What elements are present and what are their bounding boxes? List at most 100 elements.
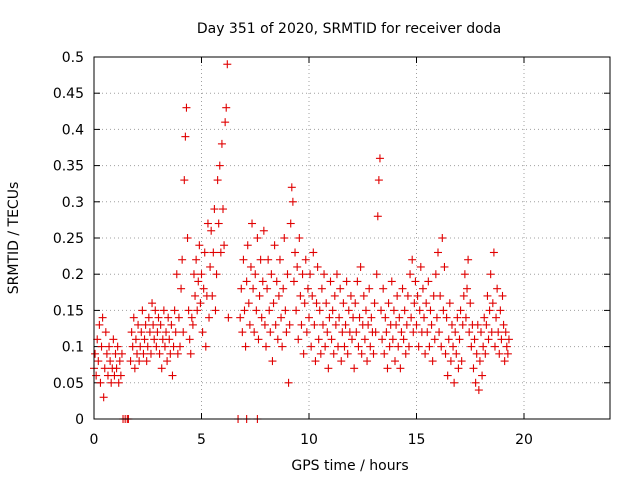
data-point bbox=[186, 349, 195, 358]
data-point bbox=[343, 349, 352, 358]
data-point bbox=[371, 328, 380, 337]
data-point bbox=[356, 262, 365, 271]
y-tick-label: 0.45 bbox=[53, 86, 84, 102]
data-point bbox=[300, 299, 309, 308]
data-point bbox=[492, 313, 501, 322]
data-point bbox=[503, 349, 512, 358]
data-point bbox=[163, 357, 172, 366]
chart-title: Day 351 of 2020, SRMTID for receiver dod… bbox=[197, 21, 501, 37]
data-point bbox=[443, 371, 452, 380]
data-point bbox=[360, 335, 369, 344]
data-point bbox=[348, 335, 356, 344]
data-point bbox=[406, 270, 415, 279]
data-point bbox=[92, 371, 101, 380]
data-point bbox=[365, 284, 374, 293]
data-point bbox=[99, 393, 108, 402]
data-point bbox=[410, 299, 419, 308]
data-point bbox=[504, 335, 513, 344]
data-point bbox=[224, 313, 233, 322]
data-point bbox=[272, 277, 281, 286]
data-point bbox=[335, 313, 344, 322]
data-point bbox=[486, 270, 495, 279]
data-point bbox=[299, 349, 308, 358]
data-point bbox=[188, 320, 197, 329]
data-point bbox=[254, 335, 263, 344]
data-point bbox=[143, 342, 152, 351]
data-point bbox=[431, 270, 440, 279]
data-point bbox=[183, 234, 192, 242]
data-point bbox=[352, 328, 361, 337]
data-point bbox=[107, 378, 116, 387]
x-tick-label: 10 bbox=[300, 432, 318, 448]
data-point bbox=[251, 270, 260, 279]
y-tick-label: 0.15 bbox=[53, 303, 84, 319]
data-point bbox=[355, 313, 364, 322]
data-point bbox=[246, 262, 255, 271]
data-point bbox=[401, 349, 410, 358]
data-point bbox=[138, 306, 147, 315]
data-point bbox=[451, 328, 460, 337]
data-point bbox=[130, 364, 139, 373]
y-axis-ticks: 0 0.05 0.1 0.15 0.2 0.25 0.3 0.35 0.4 0.45 0.5 bbox=[53, 50, 610, 428]
data-point bbox=[464, 255, 473, 264]
data-point bbox=[136, 342, 145, 351]
data-point bbox=[302, 328, 311, 337]
data-point bbox=[115, 357, 124, 366]
data-point bbox=[259, 226, 268, 235]
data-point bbox=[213, 176, 222, 185]
data-point bbox=[428, 357, 437, 366]
data-point bbox=[475, 357, 484, 366]
y-axis-label: SRMTID / TECUs bbox=[6, 182, 22, 295]
data-point bbox=[469, 364, 478, 373]
data-point bbox=[275, 255, 284, 264]
data-point bbox=[242, 277, 251, 286]
data-point bbox=[171, 328, 180, 337]
data-point bbox=[212, 270, 221, 279]
data-point bbox=[279, 284, 288, 293]
data-point bbox=[277, 313, 286, 322]
data-point bbox=[496, 306, 505, 315]
data-point bbox=[327, 335, 336, 344]
data-point bbox=[303, 284, 312, 293]
data-point bbox=[353, 277, 362, 286]
data-point bbox=[101, 328, 110, 337]
data-point bbox=[156, 320, 165, 329]
data-point bbox=[314, 335, 323, 344]
data-point bbox=[337, 357, 346, 366]
data-point bbox=[387, 277, 396, 286]
data-point bbox=[370, 299, 379, 308]
data-point bbox=[309, 248, 318, 257]
data-point bbox=[435, 328, 444, 337]
data-point bbox=[488, 299, 497, 308]
data-point bbox=[94, 357, 103, 366]
data-point bbox=[404, 342, 413, 351]
data-point bbox=[458, 320, 467, 329]
data-point bbox=[148, 299, 157, 308]
data-point bbox=[493, 284, 502, 293]
data-point bbox=[280, 234, 289, 242]
x-tick-label: 15 bbox=[408, 432, 426, 448]
data-point bbox=[430, 335, 439, 344]
data-point bbox=[363, 357, 372, 366]
data-point bbox=[126, 357, 135, 366]
data-point bbox=[413, 291, 422, 300]
data-point bbox=[160, 342, 169, 351]
data-point bbox=[442, 313, 451, 322]
data-point bbox=[394, 342, 403, 351]
data-point bbox=[269, 299, 278, 308]
data-point bbox=[341, 320, 350, 329]
data-point bbox=[217, 139, 226, 148]
data-point bbox=[298, 270, 307, 279]
data-point bbox=[385, 342, 394, 351]
data-point bbox=[481, 349, 490, 358]
data-point bbox=[174, 313, 183, 322]
plot-frame bbox=[93, 56, 611, 420]
data-point bbox=[324, 364, 333, 373]
data-point bbox=[402, 320, 411, 329]
data-point bbox=[478, 371, 487, 380]
data-point bbox=[317, 284, 326, 293]
data-point bbox=[181, 132, 190, 141]
data-point bbox=[359, 291, 368, 300]
data-point bbox=[117, 349, 126, 358]
data-point bbox=[265, 306, 274, 315]
